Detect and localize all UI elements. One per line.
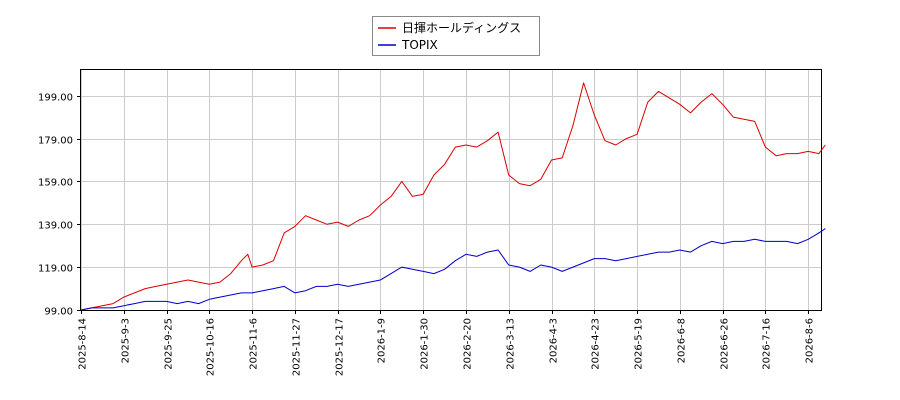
legend-label-series-2: TOPIX bbox=[401, 38, 438, 52]
y-tick-label: 139.00 bbox=[38, 221, 73, 232]
x-tick-label: 2025-11-27 bbox=[292, 318, 303, 376]
x-tick-label: 2026-6-8 bbox=[677, 318, 688, 363]
x-tick-label: 2026-1-30 bbox=[420, 318, 431, 370]
x-tick-label: 2025-9-3 bbox=[121, 318, 132, 363]
plot-area-border bbox=[80, 69, 822, 311]
legend-box bbox=[372, 16, 540, 56]
x-tick-label: 2026-1-9 bbox=[377, 318, 388, 363]
legend-label-series-1: 日揮ホールディングス bbox=[402, 20, 521, 35]
x-tick-label: 2026-4-3 bbox=[549, 318, 560, 363]
x-tick-label: 2025-8-14 bbox=[78, 318, 89, 370]
x-tick-label: 2025-11-6 bbox=[249, 318, 260, 370]
y-tick-label: 119.00 bbox=[38, 264, 73, 275]
y-tick-label: 199.00 bbox=[38, 93, 73, 104]
legend: 日揮ホールディングス TOPIX bbox=[372, 16, 540, 56]
x-tick-label: 2026-5-19 bbox=[634, 318, 645, 370]
series-group bbox=[80, 82, 826, 311]
x-tick-label: 2026-8-6 bbox=[805, 318, 816, 363]
x-axis: 2025-8-14 2025-9-3 2025-9-25 2025-10-16 2025… bbox=[78, 310, 816, 376]
x-tick-label: 2026-2-20 bbox=[463, 318, 474, 370]
x-tick-label: 2026-7-16 bbox=[762, 318, 773, 370]
x-tick-label: 2025-10-16 bbox=[206, 318, 217, 376]
y-tick-label: 159.00 bbox=[38, 178, 73, 189]
x-tick-label: 2025-9-25 bbox=[164, 318, 175, 370]
x-tick-label: 2025-12-17 bbox=[335, 318, 346, 376]
grid bbox=[81, 70, 821, 311]
x-tick-label: 2026-3-13 bbox=[506, 318, 517, 370]
axes bbox=[80, 69, 822, 311]
x-tick-label: 2026-6-26 bbox=[720, 318, 731, 370]
y-tick-label: 179.00 bbox=[38, 136, 73, 147]
series-line-1 bbox=[80, 82, 826, 311]
series-line-2 bbox=[80, 228, 826, 311]
y-axis: 99.00 119.00 139.00 159.00 179.00 199.00 bbox=[38, 93, 81, 318]
y-tick-label: 99.00 bbox=[44, 307, 73, 318]
x-tick-label: 2026-4-23 bbox=[591, 318, 602, 370]
